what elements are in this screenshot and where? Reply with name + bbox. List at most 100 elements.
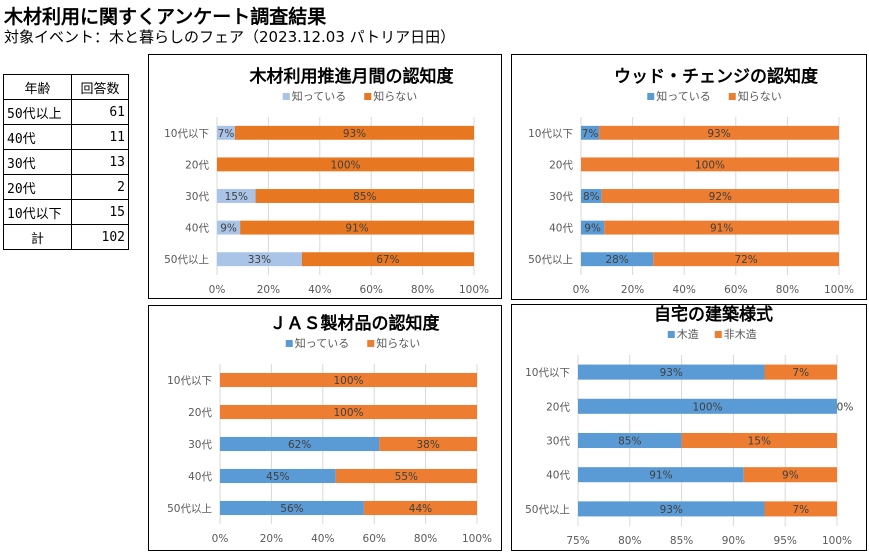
bar-segment — [604, 220, 839, 235]
table-row: 30代 13 — [3, 149, 129, 175]
chart-title: 木材利用推進月間の認知度 — [249, 66, 455, 87]
bar-segment — [581, 252, 654, 267]
data-label: 62% — [288, 439, 311, 451]
bar-segment — [764, 501, 837, 517]
data-label: 93% — [660, 504, 683, 516]
legend-label: 知っている — [295, 336, 349, 350]
category-label: 20代 — [549, 159, 573, 171]
data-label: 100% — [330, 159, 360, 171]
data-label: 9% — [782, 470, 799, 482]
data-label: 7% — [792, 367, 809, 379]
bar-segment — [681, 432, 837, 449]
x-tick-label: 100% — [462, 533, 492, 545]
total-count: 102 — [71, 224, 129, 250]
legend-swatch — [364, 93, 372, 100]
category-label: 40代 — [546, 470, 570, 482]
data-label: 100% — [333, 407, 363, 419]
legend-label: 知らない — [373, 89, 417, 103]
category-label: 20代 — [185, 159, 209, 171]
page-subtitle: 対象イベント：木と暮らしのフェア（2023.12.03 パトリア日田） — [4, 28, 456, 46]
data-label: 72% — [734, 254, 757, 266]
respondents-table: 年齢 回答数 50代以上 61 40代 11 30代 13 20代 2 10代以… — [3, 74, 129, 250]
legend-swatch — [667, 331, 675, 338]
category-label: 40代 — [549, 223, 573, 235]
count-cell: 13 — [71, 149, 129, 175]
data-label: 85% — [618, 436, 641, 448]
x-tick-label: 40% — [311, 533, 334, 545]
category-label: 20代 — [546, 401, 570, 413]
x-tick-label: 40% — [308, 284, 331, 296]
category-label: 30代 — [188, 439, 212, 451]
table-row: 10代以下 15 — [3, 199, 129, 225]
data-label: 7% — [218, 128, 235, 140]
bar-segment — [220, 372, 477, 388]
category-label: 50代以上 — [525, 504, 570, 516]
legend-swatch — [714, 331, 722, 338]
data-label: 45% — [266, 471, 289, 483]
data-label: 100% — [692, 401, 722, 413]
age-cell: 10代以下 — [3, 199, 72, 225]
bar-segment — [217, 189, 256, 203]
bar-segment — [335, 468, 477, 484]
legend-label: 知っている — [656, 89, 710, 103]
data-label: 85% — [353, 191, 376, 203]
data-label: 15% — [225, 191, 248, 203]
table-row: 40代 11 — [3, 124, 129, 150]
bar-segment — [255, 189, 474, 203]
x-tick-label: 95% — [774, 535, 797, 547]
bar-segment — [601, 189, 839, 203]
legend-swatch — [647, 93, 655, 100]
bar-segment — [217, 157, 474, 172]
data-label: 67% — [376, 254, 399, 266]
x-tick-label: 0% — [209, 284, 226, 296]
data-label: 8% — [583, 191, 600, 203]
count-cell: 2 — [71, 174, 129, 200]
chart-house-structure: 自宅の建築様式 木造 非木造 10代以下 93% 7% 20代 100% 0% 30代 85% 15%… — [511, 304, 867, 551]
data-label: 91% — [710, 223, 733, 235]
bar-segment — [653, 252, 839, 267]
legend-label: 木造 — [677, 327, 699, 341]
data-label: 93% — [660, 367, 683, 379]
bar-segment — [363, 500, 477, 516]
data-label: 9% — [220, 223, 237, 235]
table-total-row: 計 102 — [3, 224, 129, 250]
header-age: 年齢 — [3, 74, 72, 100]
bar-segment — [220, 468, 336, 484]
category-label: 30代 — [185, 191, 209, 203]
count-cell: 11 — [71, 124, 129, 150]
bar-segment — [220, 404, 477, 420]
x-tick-label: 60% — [724, 284, 747, 296]
data-label: 33% — [248, 254, 271, 266]
data-label: 92% — [709, 191, 732, 203]
data-label: 91% — [649, 470, 672, 482]
x-tick-label: 80% — [776, 284, 799, 296]
data-label: 7% — [792, 504, 809, 516]
category-label: 40代 — [188, 471, 212, 483]
bar-segment — [301, 252, 474, 267]
legend-swatch — [282, 93, 290, 100]
bar-segment — [240, 220, 474, 235]
bar-segment — [220, 436, 380, 452]
bar-segment — [217, 125, 235, 140]
bar-segment — [578, 467, 744, 483]
category-label: 30代 — [549, 191, 573, 203]
data-label: 56% — [280, 503, 303, 515]
chart-jas-lumber: ＪＡＳ製材品の認知度知っている知らない10代以下0%100%20代0%100%3… — [148, 305, 502, 551]
data-label: 93% — [707, 128, 730, 140]
data-label: 44% — [409, 503, 432, 515]
x-tick-label: 40% — [673, 284, 696, 296]
category-label: 10代以下 — [167, 375, 212, 387]
count-cell: 15 — [71, 199, 129, 225]
x-tick-label: 100% — [824, 284, 854, 296]
x-tick-label: 0% — [573, 284, 590, 296]
x-tick-label: 85% — [670, 535, 693, 547]
category-label: 20代 — [188, 407, 212, 419]
bar-segment — [578, 364, 765, 380]
x-tick-label: 80% — [414, 533, 437, 545]
chart-legend: 木造 非木造 — [667, 327, 757, 341]
bar-segment — [578, 501, 765, 517]
legend-swatch — [367, 340, 375, 347]
bar-segment — [764, 364, 837, 380]
